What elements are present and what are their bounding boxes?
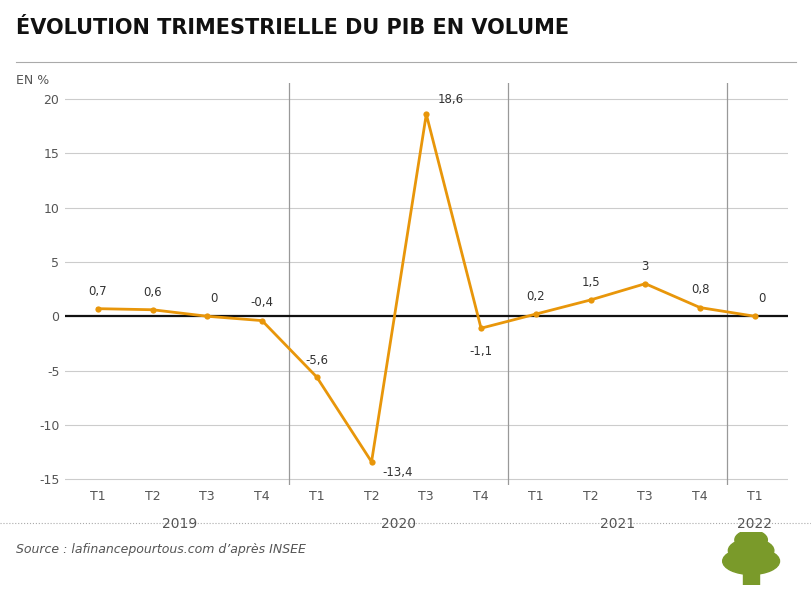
Text: 0: 0 [757,292,765,305]
Text: Source : lafinancepourtous.com d’après INSEE: Source : lafinancepourtous.com d’après I… [16,543,306,556]
Ellipse shape [734,530,766,550]
Text: -1,1: -1,1 [469,345,492,358]
Text: 2020: 2020 [381,517,416,531]
Text: 0,2: 0,2 [526,290,544,303]
Text: 3: 3 [641,259,648,272]
Text: 1,5: 1,5 [581,276,599,289]
Ellipse shape [727,539,773,562]
Text: -5,6: -5,6 [305,355,328,368]
Text: 2019: 2019 [162,517,197,531]
Ellipse shape [722,548,779,574]
Text: 0,8: 0,8 [690,284,709,297]
Text: 0,7: 0,7 [88,284,107,297]
Text: ÉVOLUTION TRIMESTRIELLE DU PIB EN VOLUME: ÉVOLUTION TRIMESTRIELLE DU PIB EN VOLUME [16,18,569,38]
Text: -13,4: -13,4 [382,466,413,479]
Text: EN %: EN % [16,74,49,87]
Text: 18,6: 18,6 [437,93,463,106]
Text: 0: 0 [210,292,217,305]
Text: 2022: 2022 [736,517,771,531]
Text: 2021: 2021 [599,517,635,531]
Bar [742,572,758,585]
Text: 0,6: 0,6 [143,285,161,298]
Text: -0,4: -0,4 [251,297,273,310]
